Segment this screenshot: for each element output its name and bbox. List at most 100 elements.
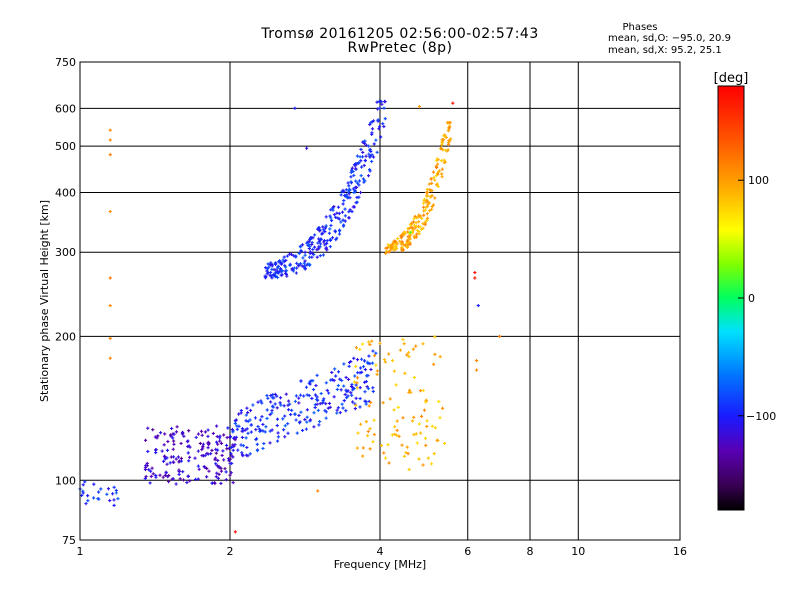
data-point bbox=[112, 485, 116, 489]
data-point bbox=[351, 187, 355, 191]
data-point bbox=[382, 124, 386, 129]
data-point bbox=[84, 502, 88, 506]
data-point bbox=[315, 395, 319, 399]
data-point bbox=[355, 376, 360, 380]
data-point bbox=[444, 135, 448, 140]
data-point bbox=[275, 423, 279, 428]
data-point bbox=[162, 443, 166, 447]
data-point bbox=[99, 487, 103, 491]
data-point bbox=[363, 179, 367, 183]
data-point bbox=[328, 238, 333, 242]
data-point bbox=[359, 147, 363, 152]
data-point bbox=[435, 157, 439, 161]
data-point bbox=[215, 424, 219, 428]
data-point bbox=[370, 339, 374, 343]
data-point bbox=[370, 127, 375, 131]
data-point bbox=[344, 396, 349, 400]
data-point bbox=[364, 379, 368, 384]
data-point bbox=[298, 393, 303, 397]
data-point bbox=[282, 255, 286, 259]
data-point bbox=[249, 423, 253, 427]
data-point bbox=[166, 439, 170, 444]
data-point bbox=[175, 425, 179, 429]
data-point bbox=[286, 399, 291, 403]
data-point bbox=[325, 241, 329, 246]
data-point bbox=[318, 229, 322, 233]
data-point bbox=[418, 225, 422, 229]
data-point bbox=[341, 224, 346, 228]
data-point bbox=[276, 265, 280, 269]
data-point bbox=[207, 443, 211, 447]
data-point bbox=[97, 490, 101, 494]
data-point bbox=[321, 400, 325, 404]
data-point bbox=[353, 407, 357, 411]
data-point bbox=[268, 441, 272, 445]
data-point bbox=[233, 438, 237, 442]
data-point bbox=[447, 139, 452, 143]
data-point bbox=[414, 221, 418, 225]
data-point bbox=[316, 489, 320, 493]
data-point bbox=[355, 446, 359, 450]
data-point bbox=[317, 423, 321, 427]
data-point bbox=[270, 264, 274, 268]
data-point bbox=[209, 452, 213, 456]
data-point bbox=[323, 226, 328, 230]
data-point bbox=[297, 396, 301, 400]
data-point bbox=[244, 436, 248, 440]
data-point bbox=[433, 352, 437, 356]
data-point bbox=[357, 183, 361, 187]
data-point bbox=[240, 429, 244, 433]
data-point bbox=[322, 228, 326, 232]
data-point bbox=[158, 431, 163, 435]
data-point bbox=[282, 260, 286, 264]
data-point bbox=[436, 170, 441, 174]
data-point bbox=[273, 271, 278, 275]
data-point bbox=[193, 477, 198, 482]
data-point bbox=[199, 429, 204, 433]
data-point bbox=[361, 446, 365, 450]
data-point bbox=[387, 461, 391, 465]
data-point bbox=[284, 392, 288, 396]
data-point bbox=[434, 173, 439, 178]
data-point bbox=[260, 401, 264, 405]
data-point bbox=[330, 378, 334, 382]
data-point bbox=[174, 482, 178, 486]
data-point bbox=[408, 237, 412, 241]
data-point bbox=[97, 497, 101, 501]
data-point bbox=[308, 250, 313, 254]
data-point bbox=[248, 452, 252, 456]
data-point bbox=[285, 254, 289, 258]
y-tick-label: 100 bbox=[55, 474, 76, 487]
x-tick-label: 4 bbox=[377, 545, 384, 558]
data-point bbox=[219, 469, 224, 473]
data-point bbox=[149, 474, 153, 479]
data-point bbox=[375, 150, 379, 154]
data-point bbox=[205, 451, 209, 456]
data-point bbox=[350, 209, 354, 214]
data-point bbox=[379, 443, 384, 448]
data-point bbox=[441, 148, 445, 152]
data-point bbox=[268, 412, 272, 417]
data-point bbox=[237, 412, 241, 416]
data-point bbox=[388, 397, 392, 401]
data-point bbox=[270, 396, 274, 400]
data-point bbox=[359, 422, 363, 426]
data-point bbox=[275, 406, 279, 410]
data-point bbox=[358, 347, 362, 352]
data-point bbox=[315, 402, 319, 406]
data-point bbox=[171, 460, 175, 464]
data-point bbox=[446, 129, 451, 133]
data-point bbox=[327, 231, 332, 235]
data-point bbox=[347, 192, 351, 196]
data-point bbox=[286, 431, 290, 435]
data-point bbox=[260, 415, 264, 419]
data-point bbox=[397, 434, 401, 438]
data-point bbox=[314, 383, 318, 388]
data-point bbox=[163, 473, 167, 478]
data-point bbox=[224, 470, 228, 474]
data-point bbox=[228, 473, 232, 477]
data-point bbox=[300, 428, 305, 433]
data-point bbox=[432, 175, 436, 180]
data-point bbox=[424, 443, 428, 447]
data-point bbox=[214, 475, 218, 479]
